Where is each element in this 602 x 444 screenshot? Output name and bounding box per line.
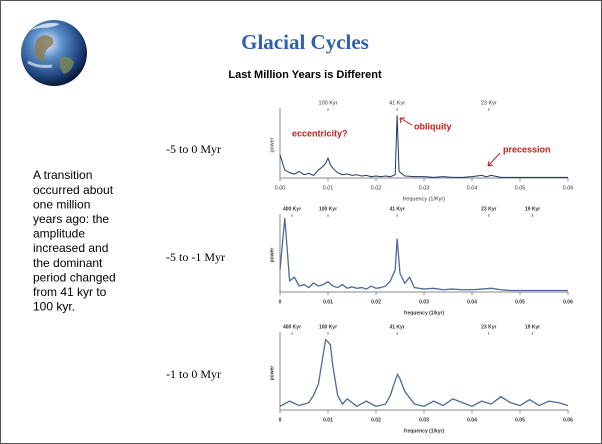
body-text: years ago: the [33, 212, 109, 226]
top-tick-label: 23 Kyr [481, 100, 497, 106]
slide-subtitle: Last Million Years is Different [228, 69, 382, 81]
x-tick-label: 0.02 [371, 417, 381, 423]
top-tick-label: 41 Kyr [389, 100, 405, 106]
top-tick-label: 23 Kyr [481, 324, 496, 330]
annotation: eccentricity? [292, 128, 348, 138]
spectrum-line [279, 338, 569, 408]
body-text: occurred about [33, 183, 114, 197]
body-text: amplitude [33, 227, 85, 241]
top-tick-label: 19 Kyr [525, 206, 540, 212]
top-tick-label: 100 Kyr [319, 100, 338, 106]
spectrum-chart: 0 0.01 0.02 0.03 0.04 0.05 0.06 400 Kyr 100 Kyr 4… [269, 324, 573, 434]
y-axis-label: power [269, 137, 275, 152]
x-tick-label: 0.03 [419, 299, 429, 305]
top-tick-label: 41 Kyr [389, 206, 404, 212]
x-axis-label: frequency (1/kyr) [404, 310, 445, 316]
spectrum-line [279, 217, 568, 292]
annotation: precession [503, 144, 551, 154]
y-axis-label: power [269, 248, 275, 263]
spectrum-chart: 0.00 0.01 0.02 0.03 0.04 0.05 0.06 100 Kyr 41 Ky… [269, 100, 573, 202]
panel-label: -1 to 0 Myr [166, 367, 221, 381]
spectrum-chart: 0 0.01 0.02 0.03 0.04 0.05 0.06 400 Kyr 100 Kyr 4… [269, 206, 573, 316]
annotation: obliquity [414, 121, 452, 131]
x-tick-label: 0.06 [563, 185, 574, 191]
spectrum-line [279, 115, 568, 178]
top-tick-label: 400 Kyr [283, 324, 301, 330]
x-tick-label: 0.00 [275, 185, 286, 191]
top-tick-label: 400 Kyr [283, 206, 301, 212]
top-tick-label: 41 Kyr [389, 324, 404, 330]
body-text: 100 kyr. [33, 300, 75, 314]
x-axis-label: frequency (1/Kyr) [403, 196, 445, 202]
body-text: the dominant [33, 256, 103, 270]
top-tick-label: 100 Kyr [319, 324, 337, 330]
panel-label: -5 to 0 Myr [166, 142, 221, 156]
annotation-arrow [487, 152, 501, 167]
panel-label: -5 to -1 Myr [166, 250, 225, 264]
body-text: A transition [33, 168, 92, 182]
x-tick-label: 0.03 [419, 417, 429, 423]
body-text: one million [33, 197, 90, 211]
x-tick-label: 0.04 [467, 417, 477, 423]
top-tick-label: 100 Kyr [319, 206, 337, 212]
x-tick-label: 0 [279, 299, 282, 305]
x-tick-label: 0.01 [323, 299, 333, 305]
x-tick-label: 0.04 [467, 185, 478, 191]
x-tick-label: 0.01 [323, 185, 334, 191]
top-tick-label: 19 Kyr [525, 324, 540, 330]
y-axis-label: power [269, 366, 275, 381]
x-tick-label: 0.02 [371, 299, 381, 305]
x-tick-label: 0 [279, 417, 282, 423]
body-text: period changed [33, 270, 116, 284]
x-tick-label: 0.05 [515, 417, 525, 423]
x-tick-label: 0.01 [323, 417, 333, 423]
x-tick-label: 0.06 [563, 299, 573, 305]
body-text: increased and [33, 241, 108, 255]
x-tick-label: 0.02 [371, 185, 382, 191]
globe-icon [21, 20, 87, 86]
body-text: from 41 kyr to [33, 285, 107, 299]
slide-title: Glacial Cycles [241, 30, 369, 54]
annotation-arrow [399, 117, 413, 126]
x-tick-label: 0.04 [467, 299, 477, 305]
top-tick-label: 23 Kyr [481, 206, 496, 212]
x-tick-label: 0.05 [515, 185, 526, 191]
x-tick-label: 0.03 [419, 185, 430, 191]
x-tick-label: 0.06 [563, 417, 573, 423]
x-axis-label: frequency (1/kyr) [404, 428, 445, 434]
x-tick-label: 0.05 [515, 299, 525, 305]
